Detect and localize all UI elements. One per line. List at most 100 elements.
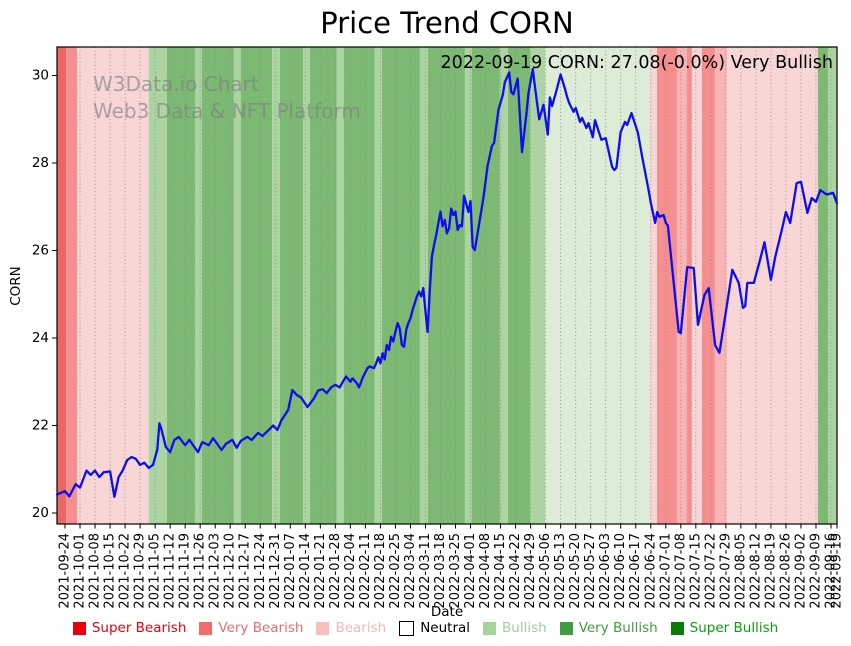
x-tick-label: 2021-12-10: [223, 533, 238, 609]
x-tick-label: 2021-11-26: [193, 533, 208, 609]
legend-label: Neutral: [420, 620, 471, 636]
x-tick-label: 2022-08-19: [763, 533, 778, 609]
x-tick-label: 2021-11-12: [163, 533, 178, 609]
x-tick-label: 2021-11-19: [178, 533, 193, 609]
x-axis-label: Date: [430, 604, 464, 620]
x-tick-label: 2022-06-24: [643, 533, 658, 609]
legend: Super Bearish Very Bearish Bearish Neutral B…: [0, 620, 851, 636]
sentiment-band-very_bullish: [201, 47, 234, 524]
legend-swatch-icon: [399, 620, 415, 636]
legend-label: Super Bullish: [689, 620, 779, 636]
sentiment-band-bullish: [336, 47, 344, 524]
x-tick-label: 2021-10-29: [133, 533, 148, 609]
x-tick-label: 2022-03-25: [448, 533, 463, 609]
x-tick-label: 2022-04-01: [463, 533, 478, 609]
x-tick-label: 2022-05-20: [568, 533, 583, 609]
y-tick-label: 30: [32, 68, 49, 84]
plot-border: [56, 46, 838, 525]
sentiment-band-bullish: [499, 47, 508, 524]
x-tick-label: 2022-08-26: [778, 533, 793, 609]
legend-item-very-bearish: Very Bearish: [199, 620, 303, 636]
legend-swatch-icon: [316, 621, 330, 635]
sentiment-band-bullish: [374, 47, 382, 524]
x-tick-label: 2022-09-16: [824, 533, 839, 609]
x-tick-label: 2022-06-17: [628, 533, 643, 609]
x-tick-label: 2021-10-22: [118, 533, 133, 609]
y-tick-label: 20: [32, 505, 49, 521]
legend-swatch-icon: [559, 621, 573, 635]
sentiment-band-bullish: [303, 47, 311, 524]
x-tick-label: 2022-01-14: [298, 533, 313, 609]
x-tick-label: 2022-03-18: [433, 533, 448, 609]
x-tick-label: 2022-01-07: [283, 533, 298, 609]
sentiment-band-very_bullish: [280, 47, 303, 524]
x-tick-label: 2022-07-29: [718, 533, 733, 609]
legend-swatch-icon: [72, 621, 86, 635]
sentiment-band-bearish: [649, 47, 657, 524]
sentiment-band-bullish: [233, 47, 241, 524]
legend-swatch-icon: [483, 621, 497, 635]
x-tick-label: 2021-10-08: [88, 533, 103, 609]
legend-item-neutral: Neutral: [399, 620, 470, 636]
x-tick-label: 2022-03-04: [403, 533, 418, 609]
last-price-annotation: 2022-09-19 CORN: 27.08(-0.0%) Very Bulli…: [440, 53, 833, 73]
y-tick-label: 24: [32, 330, 49, 346]
sentiment-band-bullish: [828, 47, 837, 524]
x-tick-label: 2022-05-13: [553, 533, 568, 609]
x-tick-label: 2021-10-01: [73, 533, 88, 609]
sentiment-band-bullish: [419, 47, 429, 524]
x-tick-label: 2022-02-18: [373, 533, 388, 609]
sentiment-band-bullish: [148, 47, 167, 524]
legend-item-bullish: Bullish: [483, 620, 547, 636]
x-tick-label: 2022-01-21: [313, 533, 328, 609]
sentiment-band-bearish: [692, 47, 702, 524]
x-tick-label: 2022-09-19: [830, 533, 845, 609]
x-tick-label: 2022-09-02: [793, 533, 808, 609]
x-tick-label: 2022-06-10: [613, 533, 628, 609]
sentiment-band-very_bearish_light: [714, 47, 727, 524]
x-tick-label: 2022-03-11: [418, 533, 433, 609]
x-tick-label: 2022-09-09: [808, 533, 823, 609]
y-tick-label: 28: [32, 155, 49, 171]
x-tick-label: 2022-07-15: [688, 533, 703, 609]
x-tick-label: 2021-12-03: [208, 533, 223, 609]
x-tick-label: 2021-10-15: [103, 533, 118, 609]
sentiment-band-very_bullish: [381, 47, 420, 524]
x-tick-label: 2022-07-08: [673, 533, 688, 609]
legend-item-bearish: Bearish: [316, 620, 386, 636]
x-tick-label: 2021-12-17: [238, 533, 253, 609]
sentiment-band-very_bearish: [687, 47, 692, 524]
sentiment-band-very_bullish: [817, 47, 828, 524]
legend-item-super-bullish: Super Bullish: [670, 620, 779, 636]
sentiment-band-very_bullish: [428, 47, 465, 524]
legend-label: Bearish: [335, 620, 387, 636]
sentiment-band-very_bearish_strong: [57, 47, 67, 524]
sentiment-band-very_bullish: [343, 47, 375, 524]
legend-item-super-bearish: Super Bearish: [72, 620, 187, 636]
sentiment-band-bullish: [530, 47, 545, 524]
sentiment-band-bearish: [77, 47, 149, 524]
x-tick-label: 2022-07-01: [658, 533, 673, 609]
x-tick-label: 2022-04-15: [493, 533, 508, 609]
legend-label: Super Bearish: [91, 620, 187, 636]
x-tick-label: 2022-02-11: [358, 533, 373, 609]
sentiment-band-very_bearish: [66, 47, 77, 524]
sentiment-band-very_bearish: [657, 47, 677, 524]
legend-swatch-icon: [670, 621, 684, 635]
x-tick-label: 2022-07-22: [703, 533, 718, 609]
y-tick-label: 22: [32, 418, 49, 434]
x-tick-label: 2022-02-04: [343, 533, 358, 609]
x-tick-label: 2022-06-03: [598, 533, 613, 609]
x-tick-label: 2022-04-08: [478, 533, 493, 609]
x-tick-label: 2022-05-06: [538, 533, 553, 609]
y-axis-label: CORN: [8, 266, 24, 306]
x-tick-label: 2021-12-31: [268, 533, 283, 609]
x-tick-label: 2022-04-29: [523, 533, 538, 609]
price-line: [55, 67, 839, 498]
x-tick-label: 2022-01-28: [328, 533, 343, 609]
x-tick-label: 2021-09-24: [58, 533, 73, 609]
legend-label: Very Bearish: [218, 620, 304, 636]
legend-label: Very Bullish: [578, 620, 658, 636]
